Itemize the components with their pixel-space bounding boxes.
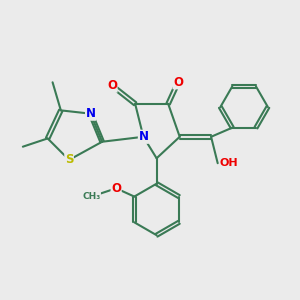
Text: OH: OH xyxy=(220,158,239,168)
Text: O: O xyxy=(107,79,117,92)
Text: N: N xyxy=(85,107,96,120)
Text: O: O xyxy=(111,182,121,195)
Text: S: S xyxy=(65,153,73,167)
Text: CH₃: CH₃ xyxy=(82,192,100,201)
Text: O: O xyxy=(173,76,183,89)
Text: N: N xyxy=(138,130,148,143)
